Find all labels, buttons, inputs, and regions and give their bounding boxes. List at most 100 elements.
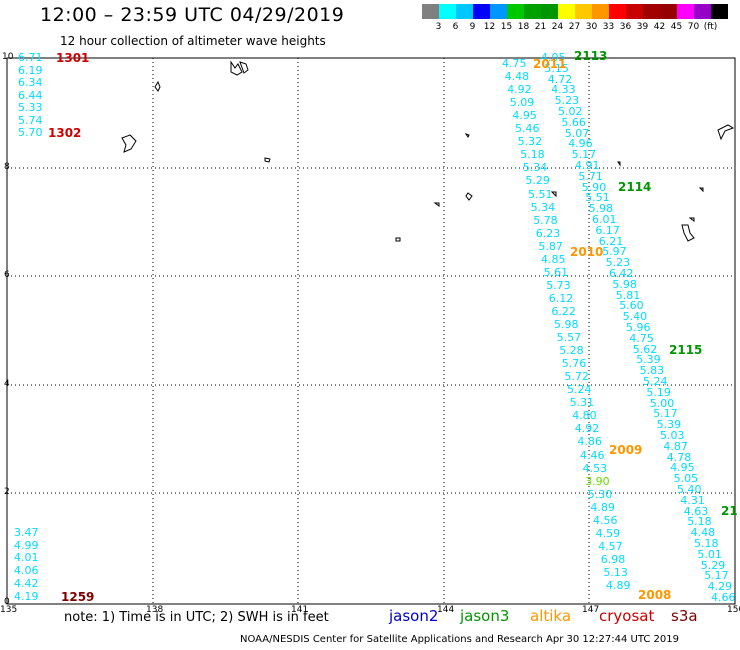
y-tick-label: 8	[4, 162, 10, 172]
legend-swatch	[609, 4, 626, 19]
wave-height-value: 5.71	[578, 169, 603, 183]
wave-height-value: 5.70	[18, 126, 43, 139]
wave-height-value: 4.31	[680, 493, 705, 507]
island-outlines	[121, 60, 735, 242]
legend-swatch	[626, 4, 643, 19]
wave-height-value: 4.63	[683, 504, 709, 518]
wave-height-value: 6.22	[551, 304, 576, 318]
legend-swatch	[660, 4, 677, 19]
wave-height-value: 3.47	[14, 526, 39, 539]
wave-height-value: 6.21	[598, 234, 624, 248]
legend-tick: 30	[585, 22, 598, 32]
x-tick-label: 147	[582, 605, 600, 615]
x-tick-label: 144	[437, 605, 455, 615]
x-tick-label: 135	[0, 605, 18, 615]
wave-height-value: 4.95	[512, 109, 537, 123]
legend-tick: 42	[653, 22, 666, 32]
wave-height-value: 5.19	[646, 385, 671, 399]
wave-height-value: 4.92	[574, 422, 600, 436]
wave-height-value: 5.39	[656, 418, 682, 432]
legend-tick: 3	[435, 22, 442, 32]
wave-height-value: 6.23	[535, 226, 561, 240]
legend-tick: 33	[602, 22, 615, 32]
y-tick-label: 2	[4, 487, 10, 497]
wave-height-value: 5.96	[626, 321, 651, 334]
wave-height-value: 5.07	[564, 126, 590, 140]
wave-height-value: 4.91	[575, 159, 600, 172]
wave-height-value: 5.09	[509, 96, 535, 110]
wave-height-value: 4.48	[504, 70, 530, 84]
wave-height-value: 5.60	[619, 299, 644, 313]
pass-label: 2011	[533, 57, 567, 71]
legend-swatch	[558, 4, 575, 19]
wave-height-value: 5.15	[544, 61, 569, 75]
wave-height-value: 5.17	[704, 569, 729, 583]
wave-height-value: 4.66	[711, 591, 736, 604]
legend-tick: 24	[551, 22, 564, 32]
wave-height-value: 6.44	[18, 88, 43, 102]
x-tick-label: 138	[146, 605, 164, 615]
wave-height-value: 5.24	[567, 383, 592, 397]
credit-line: NOAA/NESDIS Center for Satellite Applica…	[240, 634, 679, 645]
pass-label: 21	[721, 504, 738, 518]
legend-tick: 39	[636, 22, 649, 32]
wave-height-value: 4.99	[14, 538, 39, 552]
wave-height-value: 4.33	[551, 83, 576, 97]
wave-height-value: 5.66	[561, 115, 586, 129]
wave-height-value: 3.90	[585, 474, 610, 488]
wave-height-value: 5.23	[605, 256, 631, 270]
wave-height-value: 5.18	[687, 515, 712, 529]
legend-tick: 36	[619, 22, 632, 32]
wave-height-value: 6.01	[592, 213, 617, 226]
legend-swatch	[711, 4, 728, 19]
wave-height-value: 5.97	[602, 245, 627, 259]
pass-label: 2114	[618, 180, 652, 194]
wave-height-value: 5.46	[515, 122, 540, 136]
wave-height-value: 5.39	[636, 353, 661, 367]
wave-height-value: 4.29	[707, 580, 733, 594]
pass-label: 2010	[570, 245, 604, 259]
legend-tick: 27	[568, 22, 581, 32]
footnote: note: 1) Time is in UTC; 2) SWH is in fe…	[64, 610, 329, 625]
wave-height-value: 5.00	[649, 396, 675, 410]
wave-height-value: 4.06	[14, 564, 39, 578]
pass-label: 2009	[609, 443, 643, 457]
wave-height-value: 5.76	[561, 357, 587, 371]
satellite-label-altika: altika	[530, 607, 572, 625]
wave-height-value: 4.95	[670, 461, 695, 475]
wave-height-value: 4.78	[666, 450, 692, 464]
legend-swatch	[490, 4, 507, 19]
wave-height-value: 5.24	[643, 375, 668, 388]
wave-height-value: 4.19	[14, 589, 39, 603]
wave-height-value: 5.03	[660, 429, 685, 442]
wave-height-value: 5.32	[517, 135, 543, 149]
wave-height-value: 4.48	[690, 526, 716, 540]
legend-tick: 70	[687, 22, 700, 32]
satellite-label-jason3: jason3	[460, 607, 510, 625]
wave-height-value: 6.71	[18, 51, 43, 64]
wave-height-value: 5.02	[558, 105, 583, 118]
wave-height-value: 5.98	[612, 277, 637, 291]
map-title: 12:00 – 23:59 UTC 04/29/2019	[40, 4, 345, 26]
legend-swatch	[541, 4, 558, 19]
legend-swatch	[524, 4, 541, 19]
wave-height-value: 5.34	[530, 200, 556, 214]
satellite-label-jason2: jason2	[389, 607, 439, 625]
legend-swatch	[643, 4, 660, 19]
legend-tick: 21	[534, 22, 547, 32]
x-tick-label: 141	[291, 605, 309, 615]
y-tick-label: 4	[4, 379, 10, 389]
wave-height-value: 5.28	[559, 344, 584, 358]
wave-height-value: 5.18	[694, 537, 719, 550]
wave-height-value: 5.73	[546, 278, 571, 292]
legend-tick: 12	[483, 22, 496, 32]
wave-height-value: 5.51	[528, 187, 553, 201]
wave-height-value: 5.90	[581, 180, 607, 194]
wave-height-value: 4.92	[507, 83, 532, 97]
wave-height-value: 4.72	[547, 72, 573, 86]
y-tick-label: 6	[4, 270, 10, 280]
legend-swatch	[422, 4, 439, 19]
pass-label: 1259	[61, 590, 95, 604]
